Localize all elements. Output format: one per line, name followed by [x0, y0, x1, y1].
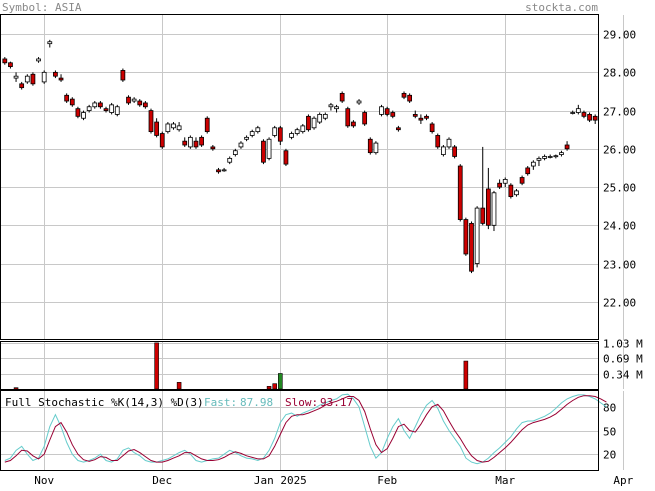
candle: [447, 137, 451, 148]
candle: [273, 126, 277, 137]
candle: [166, 122, 170, 133]
x-axis-tick: Dec: [152, 474, 172, 486]
x-axis-tick: Nov: [34, 474, 54, 486]
price-y-tick: 22.00: [603, 297, 636, 310]
candle: [205, 116, 209, 133]
stochastic-y-tick: 80: [603, 402, 616, 415]
candle: [115, 105, 119, 116]
candle: [464, 218, 468, 256]
candle: [76, 107, 80, 118]
volume-y-tick: 0.69 M: [603, 353, 643, 366]
price-y-tick: 28.00: [603, 67, 636, 80]
volume-bar: [273, 384, 277, 389]
candle: [121, 69, 125, 82]
candle: [492, 191, 496, 231]
candle: [374, 141, 378, 154]
candle: [475, 206, 479, 267]
candle: [42, 70, 46, 83]
stochastic-slow-label: Slow:: [285, 396, 318, 409]
candle: [149, 109, 153, 134]
candle: [368, 137, 372, 154]
candle: [380, 105, 384, 116]
symbol-label: Symbol: ASIA: [2, 1, 82, 14]
candle: [470, 221, 474, 273]
stochastic-fast-label: Fast:: [204, 396, 237, 409]
stochastic-y-tick: 20: [603, 449, 616, 462]
price-y-tick: 26.00: [603, 144, 636, 157]
candle: [346, 107, 350, 128]
candle: [318, 113, 322, 124]
candle: [436, 134, 440, 149]
stochastic-title: Full Stochastic %K(14,3) %D(3): [5, 396, 204, 409]
volume-bar: [177, 382, 181, 389]
x-axis-tick: Jan 2025: [254, 474, 307, 486]
candle: [441, 145, 445, 156]
candle: [458, 164, 462, 221]
candle: [453, 145, 457, 158]
x-axis-tick: Mar: [495, 474, 515, 486]
x-axis-tick: Feb: [377, 474, 397, 486]
volume-y-tick: 0.34 M: [603, 369, 643, 382]
x-axis-tick: Apr: [613, 474, 633, 486]
candle: [110, 103, 114, 114]
candle: [200, 135, 204, 146]
volume-y-tick: 1.03 M: [603, 338, 643, 351]
price-y-tick: 27.00: [603, 106, 636, 119]
candle: [261, 139, 265, 164]
candle: [188, 135, 192, 148]
price-y-tick: 24.00: [603, 220, 636, 233]
candle: [267, 137, 271, 160]
candle: [363, 111, 367, 126]
candle: [31, 72, 35, 85]
candle: [340, 91, 344, 102]
candle: [284, 149, 288, 166]
volume-bar: [14, 388, 18, 389]
brand-label: stockta.com: [525, 1, 598, 14]
candle: [430, 122, 434, 133]
stochastic-y-tick: 50: [603, 426, 616, 439]
stochastic-fast-value: 87.98: [240, 396, 273, 409]
candle: [306, 114, 310, 131]
price-y-tick: 23.00: [603, 259, 636, 272]
candle: [312, 116, 316, 129]
volume-bar: [464, 361, 468, 389]
stochastic-slow-value: 93.17: [320, 396, 353, 409]
price-y-tick: 25.00: [603, 182, 636, 195]
candle: [509, 183, 513, 198]
volume-bar: [278, 373, 282, 389]
price-y-tick: 29.00: [603, 29, 636, 42]
candle: [160, 132, 164, 149]
volume-bar: [155, 343, 159, 389]
volume-bar: [267, 386, 271, 389]
